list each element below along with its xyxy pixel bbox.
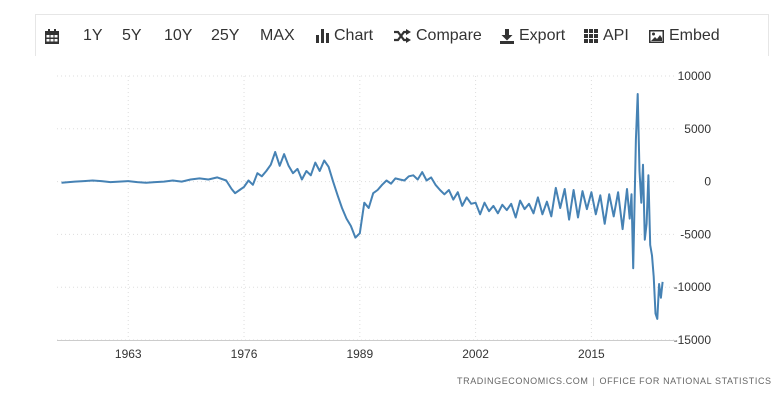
- chart-button[interactable]: Chart: [316, 15, 373, 57]
- embed-button[interactable]: Embed: [649, 15, 720, 57]
- source-separator: |: [592, 376, 596, 386]
- download-icon: [500, 28, 514, 44]
- x-tick-label: 1976: [231, 347, 258, 361]
- range-max-label: MAX: [260, 27, 295, 44]
- export-label: Export: [519, 27, 566, 44]
- series-line-0[interactable]: [61, 93, 664, 320]
- calendar-button[interactable]: [45, 15, 59, 57]
- range-5y-button[interactable]: 5Y: [122, 15, 142, 57]
- y-tick-label: 5000: [684, 122, 711, 136]
- x-tick-label: 1963: [115, 347, 142, 361]
- compare-label: Compare: [416, 27, 482, 44]
- source-credit: TRADINGECONOMICS.COM | OFFICE FOR NATIONAL…: [457, 376, 772, 386]
- source-site[interactable]: TRADINGECONOMICS.COM: [457, 376, 589, 386]
- y-tick-label: -15000: [674, 333, 712, 347]
- compare-button[interactable]: Compare: [394, 15, 482, 57]
- range-25y-button[interactable]: 25Y: [211, 15, 239, 57]
- range-5y-label: 5Y: [122, 27, 142, 44]
- range-1y-button[interactable]: 1Y: [83, 15, 103, 57]
- image-icon: [649, 29, 664, 43]
- embed-label: Embed: [669, 27, 720, 44]
- line-chart: 10000 5000 0 -5000 -10000 -15000 1963 1976 1989 2…: [57, 69, 712, 361]
- range-10y-button[interactable]: 10Y: [164, 15, 192, 57]
- x-tick-label: 2002: [462, 347, 489, 361]
- y-tick-label: -5000: [680, 227, 711, 241]
- chart-label: Chart: [334, 27, 374, 44]
- source-org: OFFICE FOR NATIONAL STATISTICS: [599, 376, 772, 386]
- toolbar: 1Y 5Y 10Y 25Y MAX Chart Compare Export: [35, 14, 769, 56]
- x-tick-label: 1989: [346, 347, 373, 361]
- y-tick-label: 10000: [678, 69, 712, 83]
- y-tick-label: -10000: [674, 280, 712, 294]
- range-10y-label: 10Y: [164, 27, 193, 44]
- bar-chart-icon: [316, 29, 329, 43]
- range-max-button[interactable]: MAX: [260, 15, 295, 57]
- y-tick-label: 0: [704, 175, 711, 189]
- export-button[interactable]: Export: [500, 15, 565, 57]
- api-button[interactable]: API: [584, 15, 629, 57]
- chart-area: 10000 5000 0 -5000 -10000 -15000 1963 1976 1989 2…: [0, 56, 773, 415]
- x-tick-label: 2015: [578, 347, 605, 361]
- calendar-icon: [45, 28, 59, 44]
- range-25y-label: 25Y: [211, 27, 240, 44]
- api-label: API: [603, 27, 629, 44]
- range-1y-label: 1Y: [83, 27, 103, 44]
- shuffle-icon: [394, 29, 411, 43]
- grid-icon: [584, 29, 598, 43]
